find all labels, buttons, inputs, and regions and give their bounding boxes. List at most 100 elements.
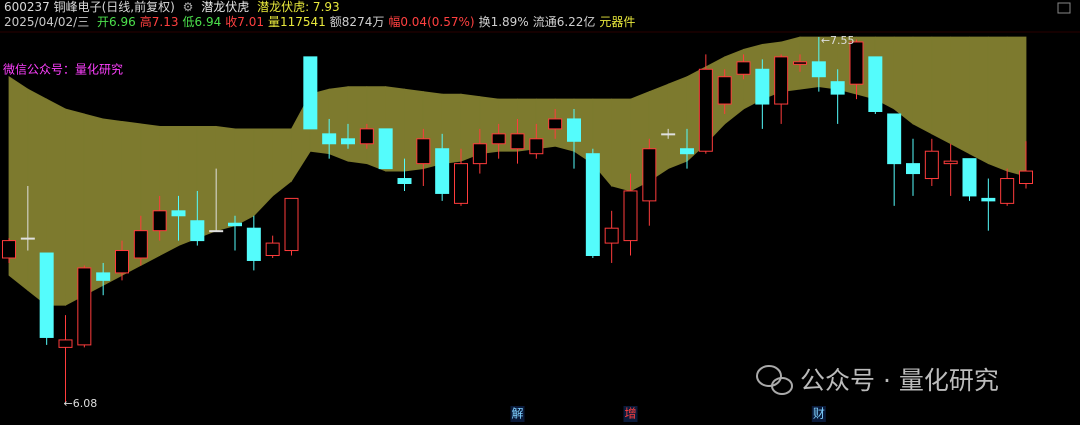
candle-body <box>1000 178 1015 204</box>
candle-body <box>567 118 581 142</box>
watermark: 公众号 · 量化研究 <box>800 366 999 395</box>
quote-item: 流通6.22亿 <box>532 15 596 29</box>
quote-item: 低6.94 <box>182 15 222 29</box>
candle-body <box>435 148 450 194</box>
candle-body <box>661 133 676 136</box>
header-line-2: 2025/04/02/三 开6.96 高7.13 低6.94 收7.01 量117541… <box>4 15 639 30</box>
candle-body <box>698 68 713 152</box>
candle-body <box>924 150 939 180</box>
side-note: 微信公众号：量化研究 <box>3 62 123 77</box>
candle-body <box>868 56 883 112</box>
candle-body <box>906 163 920 175</box>
event-label: 财 <box>813 407 825 421</box>
band-segment <box>611 98 631 192</box>
candle-body <box>585 153 600 257</box>
event-label: 增 <box>624 407 636 421</box>
candle-body <box>378 128 393 170</box>
candle-body <box>529 138 544 155</box>
candle-body <box>416 138 431 165</box>
candle-body <box>2 240 16 259</box>
window-icon[interactable] <box>1057 2 1071 14</box>
candle-body <box>510 133 525 150</box>
candle-body <box>246 227 261 261</box>
candle-body <box>1019 170 1033 184</box>
candle-body <box>96 272 111 281</box>
event-label: 解 <box>511 407 523 421</box>
candle-body <box>454 163 468 204</box>
candle-body <box>755 68 770 105</box>
event-box <box>510 406 525 422</box>
candle-body <box>133 230 148 259</box>
candle-body <box>981 197 996 202</box>
candle-body <box>322 133 337 145</box>
candle-body <box>849 41 864 85</box>
quote-item: 高7.13 <box>139 15 179 29</box>
candle-body <box>20 237 35 240</box>
band-segment <box>328 86 349 162</box>
settings-icon[interactable]: ⚙ <box>182 0 194 14</box>
band-segment <box>667 76 688 170</box>
candle-body <box>341 138 355 145</box>
candle-body <box>680 148 694 155</box>
candle-body <box>190 220 205 242</box>
band-segment <box>950 36 970 155</box>
candle-body <box>152 210 167 232</box>
band-segment <box>234 128 255 227</box>
candle-body <box>943 160 958 165</box>
band-segment <box>987 36 1008 172</box>
candle-body <box>604 227 619 244</box>
candle-body <box>359 128 374 145</box>
header: 600237 铜峰电子(日线,前复权) ⚙ 潜龙伏虎 潜龙伏虎: 7.93 20… <box>4 0 639 30</box>
event-box <box>811 406 826 422</box>
candle-body <box>209 230 224 233</box>
candle-body <box>284 197 299 252</box>
quote-item: 换1.89% <box>478 15 529 29</box>
candle-body <box>397 178 412 184</box>
candle-body <box>472 143 487 165</box>
candle-body <box>58 339 73 348</box>
candle-body <box>265 242 280 257</box>
wechat-icon <box>756 365 793 395</box>
candle-body <box>548 118 563 130</box>
candle-body <box>623 190 638 242</box>
quote-item: 收7.01 <box>225 15 264 29</box>
candle-body <box>171 210 186 217</box>
band-segment <box>931 36 952 145</box>
candle-body <box>717 76 732 105</box>
band-segment <box>969 36 989 165</box>
candle-body <box>774 56 789 105</box>
candle-body <box>793 61 807 65</box>
band-segment <box>347 86 368 165</box>
low-marker: ←6.08 <box>64 397 98 410</box>
quote-item: 额8274万 <box>329 15 385 29</box>
candle-body <box>830 81 845 95</box>
band-segment <box>159 125 179 257</box>
candle-body <box>642 148 657 202</box>
date: 2025/04/02/三 <box>4 15 90 29</box>
quote-item: 开6.96 <box>97 15 136 29</box>
candle-body <box>228 222 242 227</box>
candle-body <box>491 133 506 145</box>
event-box <box>623 406 638 422</box>
candle-body <box>303 56 318 130</box>
quote-item: 元器件 <box>599 15 636 29</box>
indicator-value: 潜龙伏虎: 7.93 <box>257 0 340 14</box>
quote-item: 量117541 <box>267 15 326 29</box>
band-segment <box>272 128 292 197</box>
band-segment <box>893 36 914 125</box>
header-line-1: 600237 铜峰电子(日线,前复权) ⚙ 潜龙伏虎 潜龙伏虎: 7.93 <box>4 0 639 15</box>
candle-body <box>811 61 826 78</box>
candle-body <box>115 250 129 274</box>
candle-body <box>77 267 92 346</box>
high-marker: ←7.55 <box>821 34 855 47</box>
indicator-name: 潜龙伏虎 <box>201 0 250 14</box>
candle-body <box>887 113 902 165</box>
band-segment <box>253 128 274 217</box>
quote-item: 幅0.04(0.57%) <box>388 15 475 29</box>
candle-body <box>736 61 751 75</box>
band-segment <box>215 125 236 232</box>
candle-body <box>39 252 54 338</box>
band-segment <box>912 36 933 135</box>
